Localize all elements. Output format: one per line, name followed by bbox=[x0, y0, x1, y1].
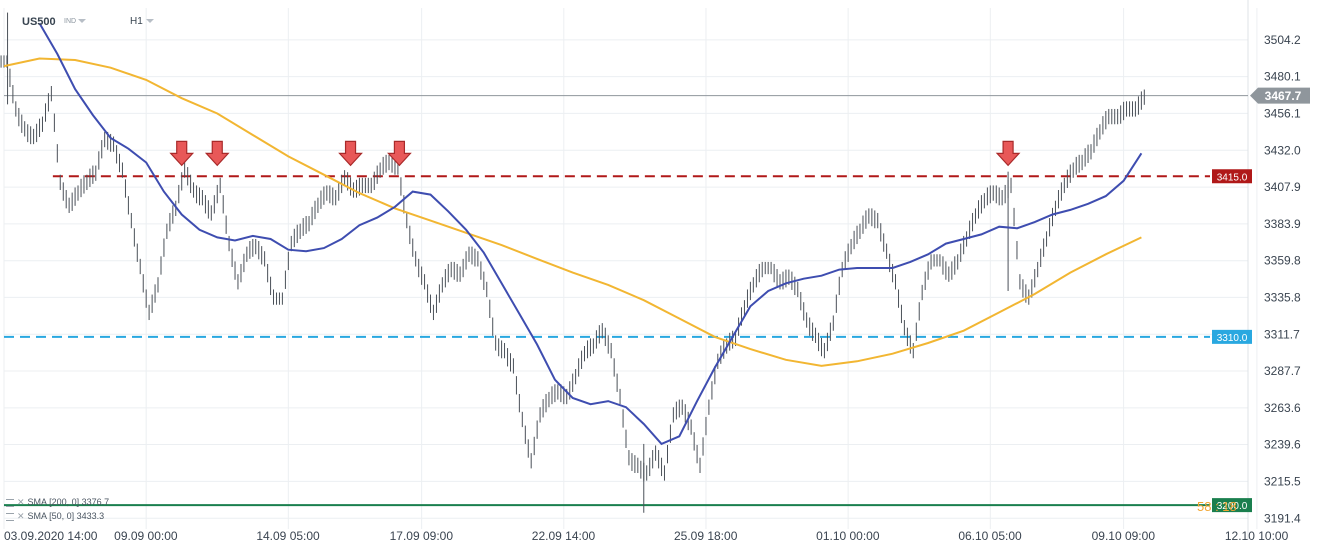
level-label-resistance: 3415.0 bbox=[1217, 172, 1248, 183]
legend-sma50-label: SMA bbox=[27, 511, 47, 521]
x-tick-label: 22.09 14:00 bbox=[532, 529, 596, 543]
y-tick-label: 3407.9 bbox=[1264, 180, 1301, 194]
y-tick-label: 3287.7 bbox=[1264, 364, 1301, 378]
y-tick-label: 3191.4 bbox=[1264, 511, 1301, 525]
y-tick-label: 3335.8 bbox=[1264, 290, 1301, 304]
y-tick-label: 3456.1 bbox=[1264, 106, 1301, 120]
x-tick-label: 25.09 18:00 bbox=[674, 529, 738, 543]
legend-sma200-label: SMA bbox=[27, 497, 47, 507]
timeframe-dropdown-icon[interactable] bbox=[145, 19, 154, 24]
y-tick-label: 3215.5 bbox=[1264, 474, 1301, 488]
level-label-support: 3310.0 bbox=[1217, 333, 1248, 344]
down-arrow-icon bbox=[995, 140, 1021, 167]
x-tick-label: 14.09 05:00 bbox=[256, 529, 320, 543]
timeframe-text: H1 bbox=[130, 16, 143, 27]
legend-sma50[interactable]: ✕ SMA [50, 0] 3433.3 bbox=[6, 511, 104, 522]
x-tick-label: 03.09.2020 14:00 bbox=[4, 529, 98, 543]
y-tick-label: 3432.0 bbox=[1264, 143, 1301, 157]
x-tick-label: 06.10 05:00 bbox=[958, 529, 1022, 543]
instrument-type-label[interactable]: IND bbox=[64, 18, 87, 25]
down-arrow-icon bbox=[387, 140, 412, 167]
legend-sma200-value: 3376.7 bbox=[81, 497, 110, 507]
instrument-type-text: IND bbox=[64, 18, 77, 25]
legend-sma50-value: 3433.3 bbox=[76, 511, 105, 521]
y-tick-label: 3504.2 bbox=[1264, 33, 1301, 47]
legend-sma200[interactable]: ✕ SMA [200, 0] 3376.7 bbox=[6, 497, 109, 508]
sma200-line bbox=[3, 57, 1142, 367]
y-tick-label: 3383.9 bbox=[1264, 217, 1301, 231]
down-arrow-icon bbox=[204, 140, 230, 167]
x-tick-label: 17.09 09:00 bbox=[390, 529, 454, 543]
down-arrow-icon bbox=[169, 140, 195, 167]
settings-icon[interactable] bbox=[6, 512, 14, 521]
x-tick-label: 01.10 00:00 bbox=[816, 529, 880, 543]
y-tick-label: 3311.7 bbox=[1264, 327, 1300, 341]
level-label-floor: 3200.0 bbox=[1217, 501, 1248, 512]
level-badge-floor bbox=[1212, 498, 1252, 513]
current-price-label: 3467.7 bbox=[1265, 89, 1302, 103]
y-tick-label: 3239.6 bbox=[1264, 438, 1301, 452]
y-tick-label: 3480.1 bbox=[1264, 70, 1301, 84]
x-tick-label: 09.09 00:00 bbox=[114, 529, 178, 543]
symbol-label[interactable]: US500 bbox=[22, 16, 56, 28]
price-series bbox=[0, 12, 1145, 513]
corner-values: 58 : 18 bbox=[1197, 499, 1237, 514]
instrument-dropdown-icon[interactable] bbox=[78, 19, 87, 24]
legend-sma200-params: [200, 0] bbox=[49, 497, 80, 507]
y-tick-label: 3359.8 bbox=[1264, 254, 1301, 268]
sma50-line bbox=[38, 22, 1143, 446]
legend-sma50-params: [50, 0] bbox=[49, 511, 75, 521]
x-tick-label: 12.10 10:00 bbox=[1225, 529, 1289, 543]
current-price-badge bbox=[1250, 87, 1310, 104]
settings-icon[interactable] bbox=[6, 498, 14, 507]
remove-indicator-icon[interactable]: ✕ bbox=[17, 497, 25, 507]
timeframe-selector[interactable]: H1 bbox=[130, 16, 154, 27]
remove-indicator-icon[interactable]: ✕ bbox=[17, 511, 25, 521]
level-badge-resistance bbox=[1212, 169, 1252, 184]
x-tick-label: 09.10 09:00 bbox=[1092, 529, 1156, 543]
level-badge-support bbox=[1212, 329, 1252, 344]
y-tick-label: 3263.6 bbox=[1264, 401, 1301, 415]
down-arrow-icon bbox=[338, 140, 363, 167]
